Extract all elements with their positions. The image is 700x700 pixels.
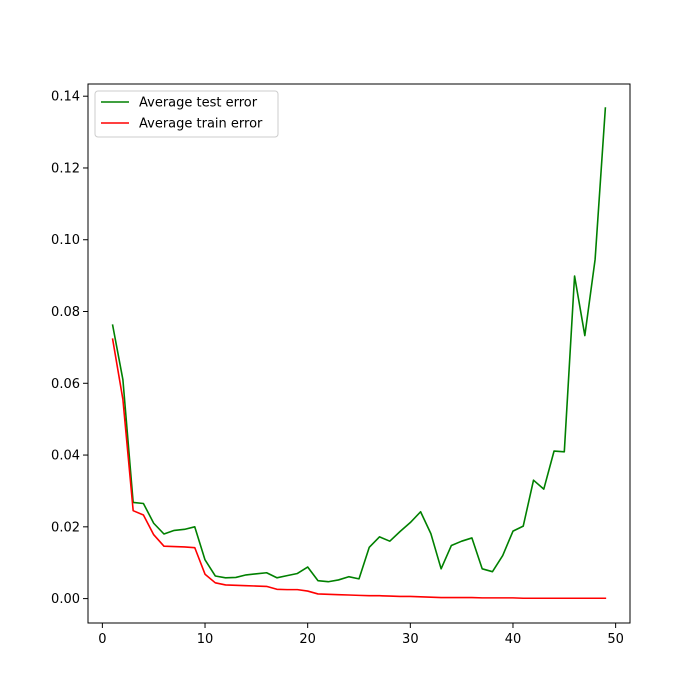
y-tick-label: 0.08 <box>51 305 80 320</box>
x-tick-label: 30 <box>402 632 419 647</box>
legend: Average test error Average train error <box>94 90 279 138</box>
legend-label: Average test error <box>139 96 258 111</box>
series-line-train-error <box>111 338 607 600</box>
x-tick-label: 20 <box>299 632 316 647</box>
y-axis: 0.00 0.02 0.04 0.06 0.08 0.10 0.12 0.14 <box>51 90 88 607</box>
y-tick-label: 0.14 <box>51 90 80 105</box>
series-line-test-error <box>111 107 607 583</box>
x-tick-label: 50 <box>607 632 624 647</box>
y-tick-label: 0.12 <box>51 161 80 176</box>
y-tick-label: 0.00 <box>51 592 80 607</box>
x-tick-label: 0 <box>98 632 106 647</box>
y-tick-label: 0.10 <box>51 233 80 248</box>
x-axis: 0 10 20 30 40 50 <box>98 623 624 647</box>
y-tick-label: 0.04 <box>51 449 80 464</box>
x-tick-label: 40 <box>505 632 522 647</box>
legend-box <box>94 90 279 138</box>
plot-lines <box>111 107 607 600</box>
y-tick-label: 0.02 <box>51 520 80 535</box>
y-tick-label: 0.06 <box>51 377 80 392</box>
axes-frame <box>87 83 631 624</box>
legend-label: Average train error <box>139 117 263 132</box>
x-tick-label: 10 <box>197 632 214 647</box>
